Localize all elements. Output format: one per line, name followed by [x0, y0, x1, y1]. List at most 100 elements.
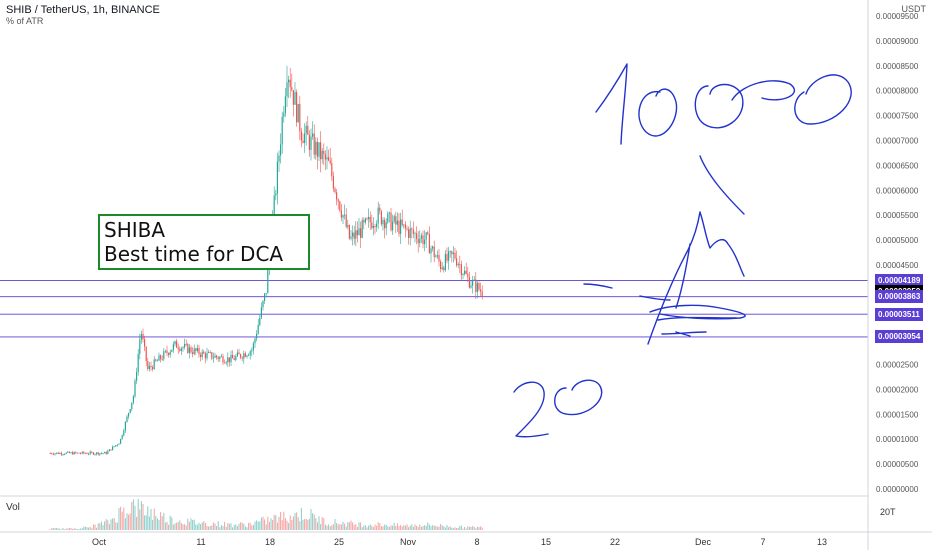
- volume-bar: [278, 516, 280, 530]
- candle-body: [86, 453, 88, 455]
- candle-body: [384, 219, 386, 229]
- x-tick-label: Oct: [92, 537, 107, 547]
- candle-body: [139, 339, 141, 354]
- candle-body: [256, 333, 258, 339]
- candle-body: [113, 446, 115, 448]
- horizontal-levels: [0, 280, 868, 338]
- candle-body: [185, 343, 187, 345]
- candle-body: [136, 371, 138, 381]
- volume-bar: [80, 528, 82, 530]
- volume-bar: [382, 526, 384, 530]
- volume-bar: [228, 523, 230, 530]
- volume-bar: [190, 518, 192, 530]
- candle-body: [360, 228, 362, 238]
- volume-bar: [126, 513, 128, 530]
- volume-bar: [308, 518, 310, 530]
- candle-body: [57, 452, 59, 454]
- candle-body: [358, 228, 360, 236]
- volume-bar: [99, 523, 101, 530]
- x-tick-label: 18: [265, 537, 275, 547]
- candle-body: [76, 452, 78, 454]
- volume-bar: [286, 520, 288, 530]
- volume-bar: [193, 519, 195, 530]
- x-tick-label: 13: [817, 537, 827, 547]
- candle-body: [419, 238, 421, 244]
- volume-bar: [246, 527, 248, 530]
- volume-bar: [403, 525, 405, 530]
- candle-body: [428, 234, 430, 254]
- handwriting-20: [513, 379, 603, 438]
- volume-bar: [124, 518, 126, 530]
- chart-title: SHIB / TetherUS, 1h, BINANCE: [6, 4, 160, 16]
- handwritten-drawing: [513, 63, 852, 438]
- volume-bar: [360, 522, 362, 530]
- volume-bar: [422, 525, 424, 530]
- volume-bar: [289, 515, 291, 530]
- volume-bar: [145, 515, 147, 530]
- candle-body: [326, 157, 328, 160]
- x-tick-label: 11: [196, 537, 205, 547]
- volume-bar: [52, 528, 54, 530]
- volume-bar: [180, 523, 182, 530]
- volume-bar: [424, 525, 426, 530]
- y-tick-label: 0.00007000: [876, 136, 919, 145]
- candle-body: [193, 348, 195, 354]
- volume-bar: [372, 527, 374, 530]
- candle-body: [433, 246, 435, 258]
- candle-body: [203, 351, 205, 354]
- candle-body: [481, 291, 483, 297]
- candle-body: [379, 207, 381, 212]
- candle-body: [464, 270, 466, 275]
- candle-body: [324, 154, 326, 160]
- volume-bar: [128, 514, 130, 530]
- volume-bar: [78, 528, 80, 530]
- volume-bar: [291, 520, 293, 530]
- volume-bar: [252, 524, 254, 530]
- volume-bar: [440, 524, 442, 530]
- candle-body: [97, 452, 99, 455]
- volume-bar: [206, 525, 208, 530]
- volume-bar: [110, 519, 112, 530]
- volume-bar: [208, 526, 210, 530]
- volume-bar: [264, 519, 266, 530]
- candle-body: [134, 380, 136, 397]
- candle-body: [235, 356, 237, 360]
- candle-body: [105, 452, 107, 454]
- volume-bar: [304, 519, 306, 530]
- volume-bar: [444, 527, 446, 530]
- candle-body: [214, 355, 216, 358]
- candle-body: [219, 356, 221, 359]
- candle-body: [457, 264, 459, 266]
- volume-bar: [312, 513, 314, 530]
- y-tick-label: 0.00006000: [876, 186, 919, 195]
- volume-bar: [132, 499, 134, 530]
- volume-bar: [97, 523, 99, 530]
- volume-bar: [299, 521, 301, 530]
- volume-bar: [456, 528, 458, 530]
- candle-body: [54, 453, 56, 455]
- candle-body: [115, 445, 117, 447]
- annotation-box[interactable]: SHIBA Best time for DCA: [98, 214, 310, 270]
- y-tick-label: 0.00004500: [876, 261, 919, 270]
- volume-bar: [123, 507, 125, 530]
- candle-body: [307, 125, 309, 135]
- candle-body: [88, 453, 90, 455]
- volume-bar: [331, 525, 333, 530]
- volume-bar: [257, 521, 259, 530]
- candle-body: [446, 254, 448, 261]
- volume-bar: [236, 526, 238, 530]
- volume-bar: [460, 525, 462, 530]
- candle-body: [182, 347, 184, 349]
- candle-body: [441, 267, 443, 270]
- volume-bar: [307, 519, 309, 530]
- candle-body: [312, 133, 314, 137]
- candle-body: [70, 452, 72, 454]
- candle-body: [364, 218, 366, 223]
- y-tick-label: 0.00005500: [876, 211, 919, 220]
- volume-bar: [366, 527, 368, 530]
- volume-bar: [70, 527, 72, 530]
- volume-bar: [216, 525, 218, 530]
- volume-bar: [294, 512, 296, 530]
- volume-bar: [121, 511, 123, 530]
